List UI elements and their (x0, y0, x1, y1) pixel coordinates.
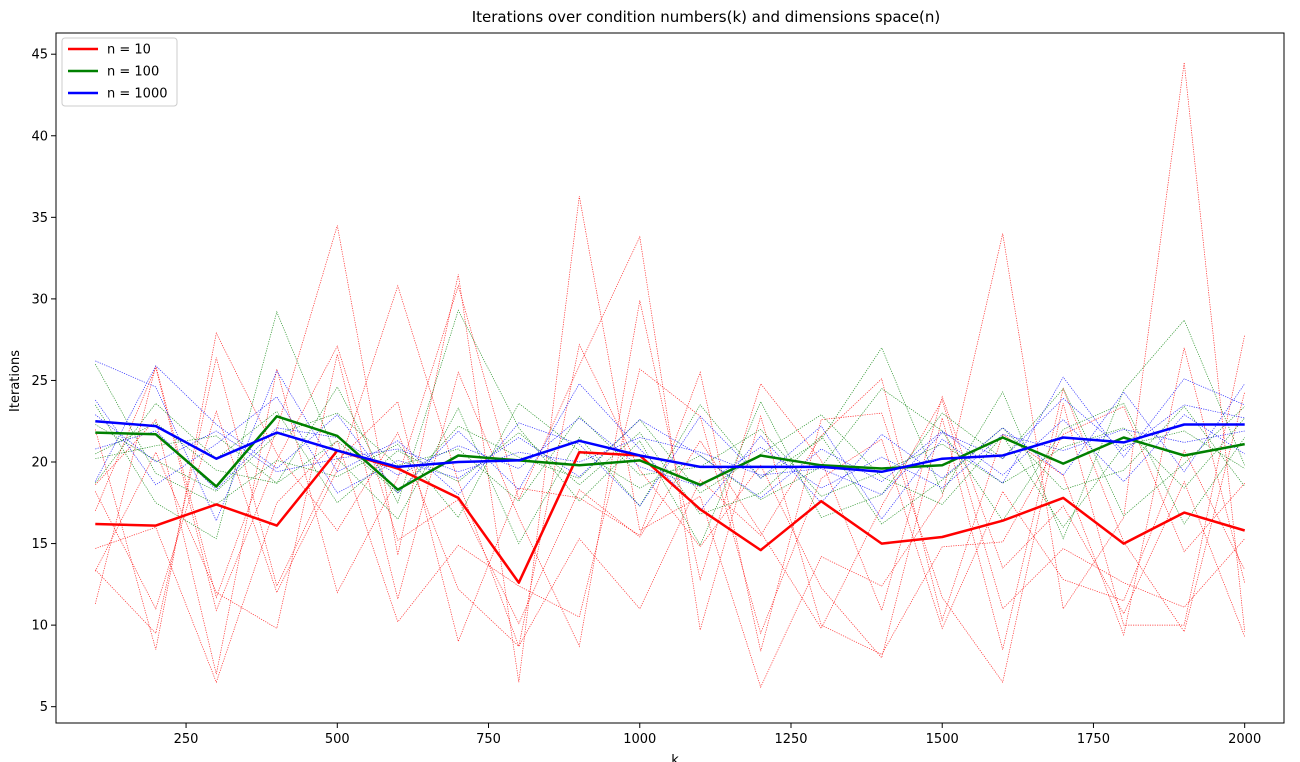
legend-label-1: n = 10 (107, 43, 151, 58)
series-line-2 (95, 415, 1245, 491)
x-axis: 250 500 750 1000 1250 1500 1750 2000 (174, 723, 1261, 747)
trial-line-2-2 (95, 309, 1245, 546)
trial-line-1-2 (94, 62, 1246, 689)
x-tick-label-5: 1250 (774, 732, 807, 747)
y-axis: 5 10 15 20 25 30 35 40 45 (31, 48, 56, 715)
legend-label-2: n = 100 (107, 65, 159, 80)
trial-line-1-1 (95, 334, 1246, 684)
trial-line-3-5 (95, 397, 1245, 496)
y-tick-label-5: 25 (31, 374, 48, 389)
trial-line-2-6 (95, 414, 1245, 528)
y-tick-label-8: 40 (31, 129, 48, 144)
y-tick-label-7: 35 (31, 211, 48, 226)
legend-label-3: n = 1000 (107, 87, 167, 102)
x-tick-label-6: 1500 (926, 732, 959, 747)
trial-line-3-4 (95, 417, 1245, 491)
chart-title: Iterations over condition numbers(k) and… (472, 8, 941, 26)
x-tick-label-1: 250 (174, 732, 199, 747)
mean-lines (95, 415, 1246, 584)
x-tick-label-4: 1000 (623, 732, 656, 747)
trial-line-3-2 (94, 365, 1245, 512)
legend-box (61, 37, 178, 107)
trial-line-2-5 (95, 412, 1245, 502)
series-line-3 (95, 419, 1245, 474)
series-line-1 (95, 449, 1246, 584)
y-tick-label-2: 10 (31, 619, 48, 634)
trial-line-1-6 (94, 300, 1246, 648)
x-axis-label: k (671, 753, 679, 762)
trial-line-1-7 (94, 284, 1246, 648)
x-tick-label-2: 500 (325, 732, 350, 747)
x-tick-label-3: 750 (476, 732, 501, 747)
trial-line-2-1 (95, 310, 1246, 545)
x-tick-label-7: 1750 (1077, 732, 1110, 747)
y-axis-label: Iterations (8, 350, 23, 412)
y-tick-label-6: 30 (31, 292, 48, 307)
y-tick-label-4: 20 (31, 456, 48, 471)
plot-area-frame (55, 32, 1285, 724)
trial-line-3-1 (95, 360, 1245, 522)
x-tick-label-8: 2000 (1228, 732, 1261, 747)
legend: n = 10 n = 100 n = 1000 (61, 37, 178, 107)
trial-line-1-4 (95, 368, 1246, 684)
y-tick-label-1: 5 (40, 700, 48, 715)
y-tick-label-3: 15 (31, 537, 48, 552)
y-tick-label-9: 45 (31, 48, 48, 63)
